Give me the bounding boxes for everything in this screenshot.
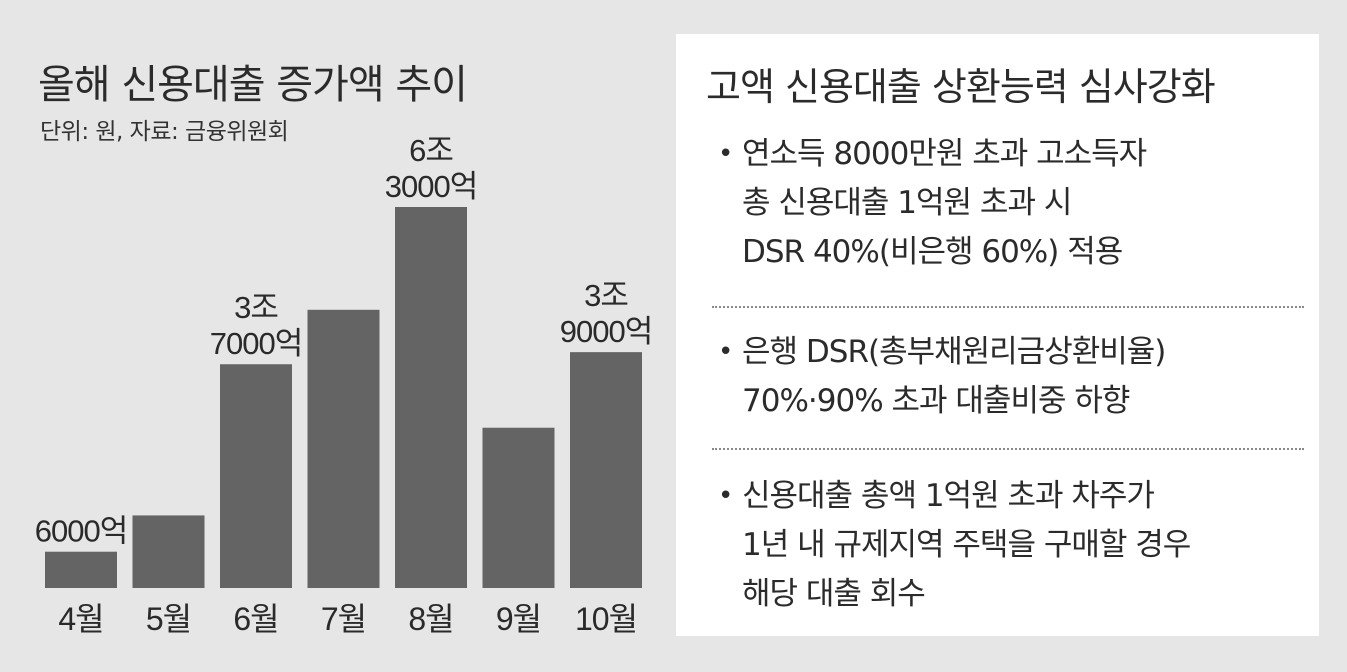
info-item-line: 70%·90% 초과 대출비중 하향 [742,383,1130,419]
x-tick-label: 8월 [408,601,453,637]
x-tick-label: 10월 [575,601,637,637]
data-label: 6000억 [35,514,127,549]
data-label: 3000억 [385,169,477,204]
divider [712,306,1304,308]
x-tick-label: 5월 [146,601,191,637]
bar-7월 [307,309,380,588]
chart-title: 올해 신용대출 증가액 추이 [38,62,468,108]
bar-8월 [395,207,467,588]
x-tick-label: 7월 [321,601,366,637]
data-label: 9000억 [560,314,652,349]
info-item-line: 해당 대출 회수 [742,576,926,612]
info-item-dsr-high-income: • 연소득 8000만원 초과 고소득자 총 신용대출 1억원 초과 시 DSR… [718,130,1288,277]
bar-10월 [570,352,642,588]
info-item-line: 1년 내 규제지역 주택을 구매할 경우 [742,527,1191,563]
bullet-icon: • [718,337,733,367]
info-panel: 고액 신용대출 상환능력 심사강화 • 연소득 8000만원 초과 고소득자 총… [676,34,1319,636]
bar-5월 [132,515,205,588]
bar-9월 [482,427,555,588]
info-item-loan-recall: • 신용대출 총액 1억원 초과 차주가 1년 내 규제지역 주택을 구매할 경… [718,472,1288,619]
info-title: 고액 신용대출 상환능력 심사강화 [706,65,1216,109]
data-label: 6조 [409,133,453,168]
info-item-line: 총 신용대출 1억원 초과 시 [742,185,1072,221]
data-label: 3조 [234,290,278,325]
info-item-line: 은행 DSR(총부채원리금상환비율) [742,334,1166,370]
x-tick-label: 4월 [58,601,103,637]
info-item-line: 연소득 8000만원 초과 고소득자 [742,136,1147,172]
chart-source: 단위: 원, 자료: 금융위원회 [40,119,289,145]
data-label: 7000억 [210,326,302,361]
x-tick-label: 6월 [233,601,278,637]
data-label: 3조 [584,278,628,313]
divider [712,448,1304,450]
bar-6월 [220,364,292,588]
bullet-icon: • [718,481,733,511]
x-tick-label: 9월 [496,601,541,637]
info-item-bank-dsr: • 은행 DSR(총부채원리금상환비율) 70%·90% 초과 대출비중 하향 [718,328,1288,426]
bullet-icon: • [718,139,733,169]
bar-4월 [45,551,117,588]
info-item-line: DSR 40%(비은행 60%) 적용 [742,234,1123,270]
info-item-line: 신용대출 총액 1억원 초과 차주가 [742,478,1155,514]
